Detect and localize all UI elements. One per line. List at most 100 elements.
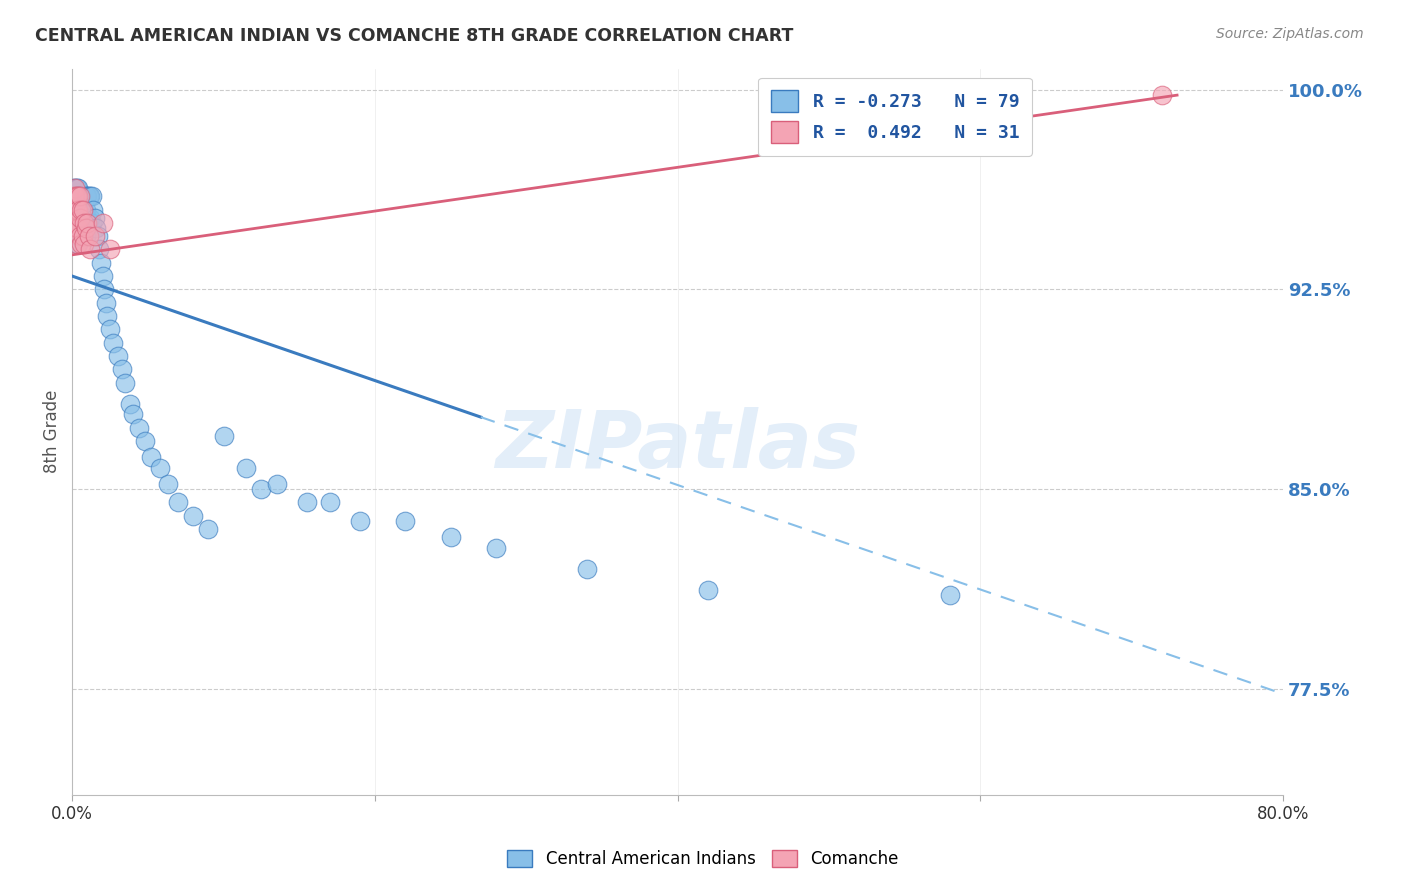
Point: [295, 495, 318, 509]
Point: [128, 421, 150, 435]
Point: [86, 221, 108, 235]
Point: [65, 189, 87, 203]
Point: [84, 211, 107, 225]
Point: [62, 202, 84, 217]
Point: [66, 202, 89, 217]
Point: [66, 181, 89, 195]
Point: [134, 434, 156, 449]
Point: [84, 229, 107, 244]
Point: [349, 514, 371, 528]
Point: [69, 229, 91, 244]
Point: [73, 202, 96, 217]
Point: [118, 397, 141, 411]
Point: [67, 202, 90, 217]
Point: [121, 408, 143, 422]
Point: [394, 514, 416, 528]
Point: [939, 589, 962, 603]
Point: [79, 211, 101, 225]
Point: [72, 229, 94, 244]
Y-axis label: 8th Grade: 8th Grade: [44, 390, 60, 474]
Point: [156, 476, 179, 491]
Point: [65, 221, 87, 235]
Point: [67, 189, 90, 203]
Point: [65, 221, 87, 235]
Point: [80, 216, 103, 230]
Point: [70, 202, 93, 217]
Point: [93, 282, 115, 296]
Text: ZIPatlas: ZIPatlas: [495, 408, 860, 485]
Point: [75, 229, 97, 244]
Point: [67, 237, 90, 252]
Point: [318, 495, 340, 509]
Point: [73, 216, 96, 230]
Point: [70, 202, 93, 217]
Point: [75, 189, 97, 203]
Point: [66, 221, 89, 235]
Point: [76, 216, 98, 230]
Point: [114, 376, 136, 390]
Point: [70, 237, 93, 252]
Point: [98, 322, 121, 336]
Point: [70, 221, 93, 235]
Point: [67, 181, 90, 195]
Point: [67, 221, 90, 235]
Point: [80, 189, 103, 203]
Point: [149, 460, 172, 475]
Point: [82, 202, 104, 217]
Point: [87, 229, 110, 244]
Point: [101, 335, 124, 350]
Point: [98, 243, 121, 257]
Point: [235, 460, 257, 475]
Point: [66, 189, 89, 203]
Point: [65, 211, 87, 225]
Point: [62, 189, 84, 203]
Point: [66, 211, 89, 225]
Point: [69, 221, 91, 235]
Point: [75, 221, 97, 235]
Point: [96, 309, 118, 323]
Point: [66, 197, 89, 211]
Point: [79, 243, 101, 257]
Text: Source: ZipAtlas.com: Source: ZipAtlas.com: [1216, 27, 1364, 41]
Point: [67, 189, 90, 203]
Point: [66, 221, 89, 235]
Point: [575, 562, 598, 576]
Point: [89, 243, 111, 257]
Point: [65, 189, 87, 203]
Point: [67, 197, 90, 211]
Point: [66, 202, 89, 217]
Point: [77, 229, 100, 244]
Point: [70, 189, 93, 203]
Point: [69, 211, 91, 225]
Point: [65, 202, 87, 217]
Point: [66, 237, 89, 252]
Point: [90, 256, 112, 270]
Point: [69, 202, 91, 217]
Point: [181, 508, 204, 523]
Text: CENTRAL AMERICAN INDIAN VS COMANCHE 8TH GRADE CORRELATION CHART: CENTRAL AMERICAN INDIAN VS COMANCHE 8TH …: [35, 27, 793, 45]
Point: [73, 237, 96, 252]
Point: [266, 476, 288, 491]
Point: [72, 202, 94, 217]
Point: [62, 181, 84, 195]
Point: [197, 522, 219, 536]
Point: [485, 541, 508, 555]
Point: [696, 583, 718, 598]
Point: [75, 202, 97, 217]
Point: [107, 349, 129, 363]
Point: [212, 429, 235, 443]
Point: [72, 221, 94, 235]
Point: [1150, 88, 1173, 103]
Point: [66, 189, 89, 203]
Point: [69, 189, 91, 203]
Legend: Central American Indians, Comanche: Central American Indians, Comanche: [501, 843, 905, 875]
Point: [139, 450, 162, 464]
Point: [439, 530, 461, 544]
Point: [65, 181, 87, 195]
Point: [69, 189, 91, 203]
Point: [73, 221, 96, 235]
Point: [91, 269, 114, 284]
Point: [67, 211, 90, 225]
Point: [62, 216, 84, 230]
Point: [67, 221, 90, 235]
